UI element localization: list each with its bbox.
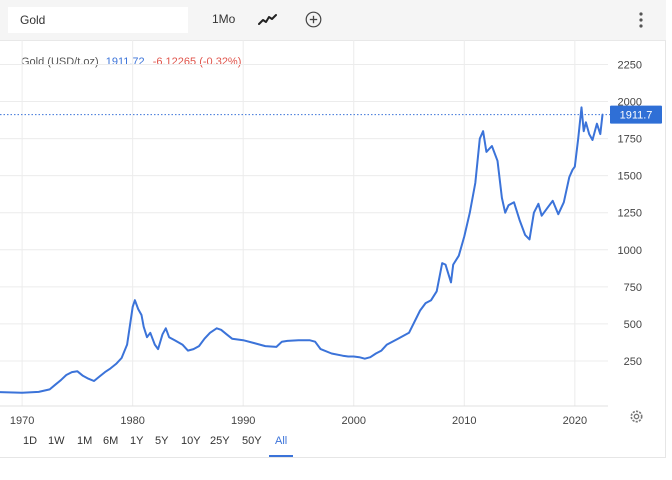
range-button-1y[interactable]: 1Y [130,435,144,447]
y-tick-label: 2250 [618,59,642,71]
legend-symbol: Gold (USD/t.oz) [21,56,99,68]
x-axis: 1970 1980 1990 2000 2010 2020 [0,405,608,427]
gold-price-line [0,106,604,394]
line-chart-icon [258,14,277,25]
compare-symbol-button[interactable] [305,11,322,28]
range-button-25y[interactable]: 25Y [210,435,230,447]
chart-widget: 1Mo Gold (USD/t.oz) 1911.72 -6.12265 (-0… [0,0,666,458]
legend-change: -6.12265 (-0.32%) [152,56,242,68]
y-axis: 250 500 750 1000 1250 1500 1750 2000 2250 [618,59,642,368]
chart-legend: Gold (USD/t.oz) 1911.72 -6.12265 (-0.32%… [21,56,241,68]
gear-icon [630,410,643,423]
x-tick-label: 2000 [342,415,366,427]
legend-price: 1911.72 [105,56,145,68]
y-tick-label: 1500 [618,171,642,183]
range-button-1d[interactable]: 1D [23,435,38,447]
x-tick-label: 2010 [452,415,476,427]
current-price-tag [610,105,662,124]
y-tick-label: 750 [624,282,642,294]
x-tick-label: 1980 [120,415,144,427]
y-tick-label: 1000 [618,245,642,257]
x-tick-label: 2020 [563,415,587,427]
x-tick-label: 1970 [10,415,34,427]
vertical-dots-icon [639,12,643,28]
y-tick-label: 2000 [618,97,642,109]
range-button-50y[interactable]: 50Y [242,435,262,447]
chart-settings-button[interactable] [629,409,644,424]
range-button-5y[interactable]: 5Y [155,435,169,447]
current-price-tag-label: 1911.7 [620,110,653,122]
add-circle-icon [305,11,322,28]
y-tick-label: 1250 [618,208,642,220]
series-layer [0,106,604,394]
symbol-search-input[interactable] [8,7,188,33]
range-button-6m[interactable]: 6M [103,435,119,447]
interval-selector-button[interactable]: 1Mo [212,12,236,26]
more-options-button[interactable] [636,11,646,29]
range-button-10y[interactable]: 10Y [181,435,201,447]
chart-type-button[interactable] [258,12,278,28]
chart-grid [0,40,608,406]
active-range-indicator [269,455,293,457]
range-button-1w[interactable]: 1W [48,435,65,447]
chart-toolbar: 1Mo [0,0,666,41]
price-tag-layer: 1911.7 [0,105,662,124]
y-tick-label: 1750 [618,134,642,146]
range-button-1m[interactable]: 1M [77,435,93,447]
y-tick-label: 250 [624,356,642,368]
range-button-all[interactable]: All [275,435,288,447]
x-tick-label: 1990 [231,415,255,427]
y-tick-label: 500 [624,319,642,331]
